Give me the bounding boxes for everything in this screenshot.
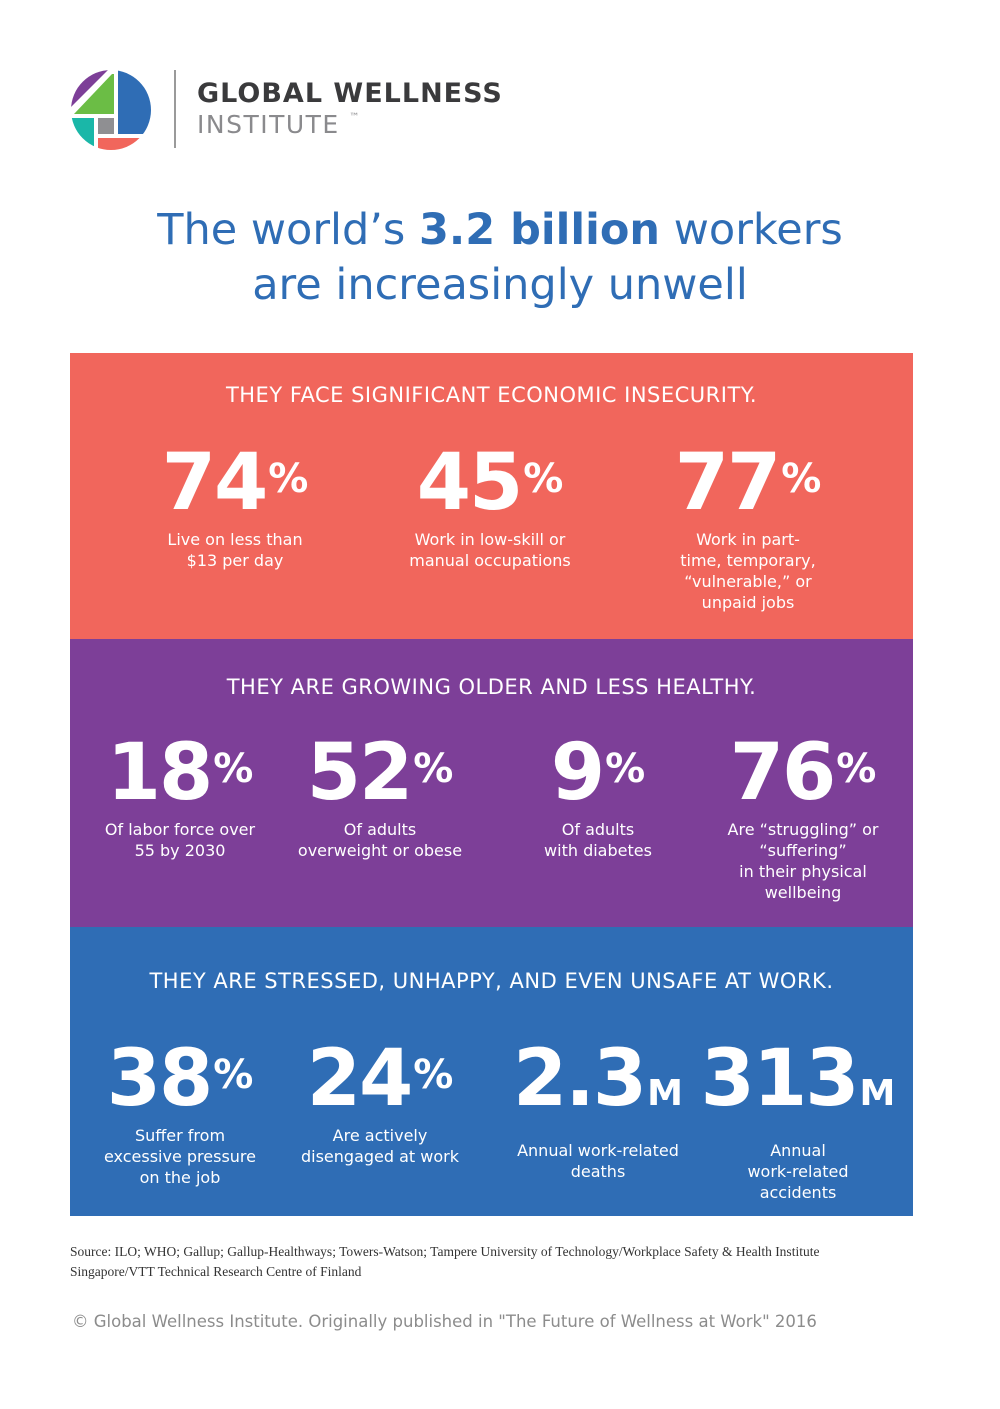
headline: The world’s 3.2 billion workers are incr… [157,205,843,310]
stat-label: Of labor force over 55 by 2030 [104,820,256,860]
section-work: THEY ARE STRESSED, UNHAPPY, AND EVEN UNS… [70,927,913,1216]
stat-value: 52% [306,728,454,818]
stat: 45% Work in low-skill or manual occupati… [370,443,610,571]
logo-divider [174,70,176,148]
stat-value: 76% [729,728,877,818]
stat-value: 38% [106,1034,254,1124]
stat: 2.3M Annual work-related deaths [478,1039,718,1182]
stat-value: 74% [161,438,309,528]
brand-name: GLOBAL WELLNESS [197,78,503,109]
stat-label: Work in part- time, temporary, “vulnerab… [680,530,816,612]
stat-value: 2.3M [512,1034,683,1124]
stat: 52% Of adults overweight or obese [260,733,500,861]
copyright: © Global Wellness Institute. Originally … [72,1312,817,1331]
stat-value: 9% [550,728,646,818]
stat-label: Annual work-related accidents [747,1141,849,1202]
stat-value: 77% [674,438,822,528]
source-note: Source: ILO; WHO; Gallup; Gallup-Healthw… [70,1244,820,1279]
stat: 74% Live on less than $13 per day [115,443,355,571]
stat-value: 24% [306,1034,454,1124]
stat-label: Live on less than $13 per day [167,530,303,570]
stat-value: 18% [106,728,254,818]
stat-value: 313M [700,1034,896,1124]
stat-label: Of adults with diabetes [544,820,652,860]
stat-label: Work in low-skill or manual occupations [409,530,571,570]
section-health: THEY ARE GROWING OLDER AND LESS HEALTHY.… [70,639,913,927]
stat: 76% Are “struggling” or “suffering” in t… [683,733,923,903]
section-economic: THEY FACE SIGNIFICANT ECONOMIC INSECURIT… [70,353,913,639]
section-heading: THEY ARE GROWING OLDER AND LESS HEALTHY. [226,675,757,699]
section-heading: THEY ARE STRESSED, UNHAPPY, AND EVEN UNS… [149,969,834,993]
stat: 9% Of adults with diabetes [478,733,718,861]
stat-label: Are “struggling” or “suffering” in their… [727,820,879,902]
stat: 313M Annual work-related accidents [678,1039,918,1203]
global-wellness-logo [71,70,151,150]
stat-value: 45% [416,438,564,528]
stat: 18% Of labor force over 55 by 2030 [60,733,300,861]
stat: 24% Are actively disengaged at work [260,1039,500,1167]
stat-label: Are actively disengaged at work [300,1126,459,1166]
stat-label: Suffer from excessive pressure on the jo… [103,1126,256,1187]
stat-label: Annual work-related deaths [517,1141,679,1181]
stat-label: Of adults overweight or obese [297,820,463,860]
stat: 77% Work in part- time, temporary, “vuln… [628,443,868,613]
stat: 38% Suffer from excessive pressure on th… [60,1039,300,1188]
brand-subname: INSTITUTE ™ [197,110,361,139]
section-heading: THEY FACE SIGNIFICANT ECONOMIC INSECURIT… [225,383,758,407]
